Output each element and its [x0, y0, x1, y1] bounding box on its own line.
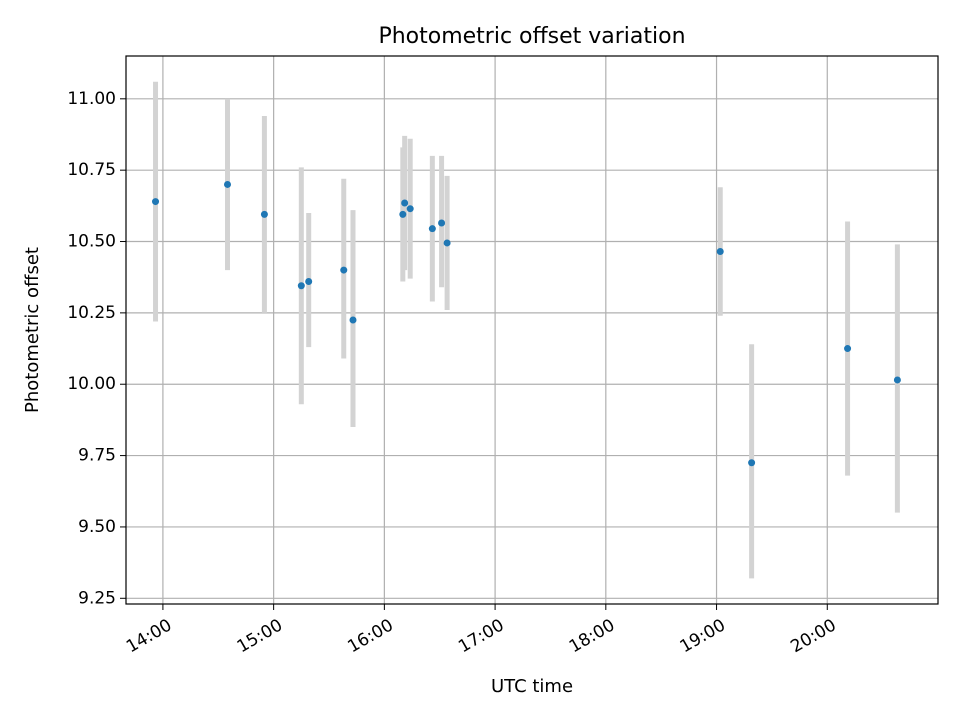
y-tick-label: 11.00 — [67, 89, 116, 109]
axes-frame — [125, 55, 939, 605]
x-axis-label: UTC time — [491, 676, 573, 697]
data-point — [748, 459, 756, 467]
data-point — [443, 239, 451, 247]
data-point — [401, 199, 409, 207]
data-point — [399, 210, 407, 218]
grid-layer — [126, 56, 938, 604]
data-point — [438, 219, 446, 227]
y-tick-label: 9.75 — [78, 446, 116, 466]
data-point — [224, 180, 231, 188]
data-point — [297, 282, 305, 290]
y-tick-label: 10.50 — [67, 232, 116, 252]
data-point — [152, 198, 160, 206]
data-point — [340, 266, 348, 274]
point-layer — [152, 180, 901, 467]
data-point — [260, 210, 268, 218]
data-point — [349, 316, 357, 324]
y-axis-label: Photometric offset — [22, 247, 43, 413]
y-tick-label: 10.00 — [67, 374, 116, 394]
y-tick-label: 10.75 — [67, 160, 116, 180]
data-point — [305, 277, 313, 285]
data-point — [406, 205, 414, 213]
y-tick-label: 9.50 — [78, 517, 116, 537]
data-point — [844, 345, 852, 353]
chart-title: Photometric offset variation — [378, 24, 685, 49]
y-tick-label: 10.25 — [67, 303, 116, 323]
y-tick-label: 9.25 — [78, 588, 116, 608]
data-point — [428, 225, 436, 233]
data-point — [716, 248, 724, 256]
data-point — [893, 376, 901, 384]
